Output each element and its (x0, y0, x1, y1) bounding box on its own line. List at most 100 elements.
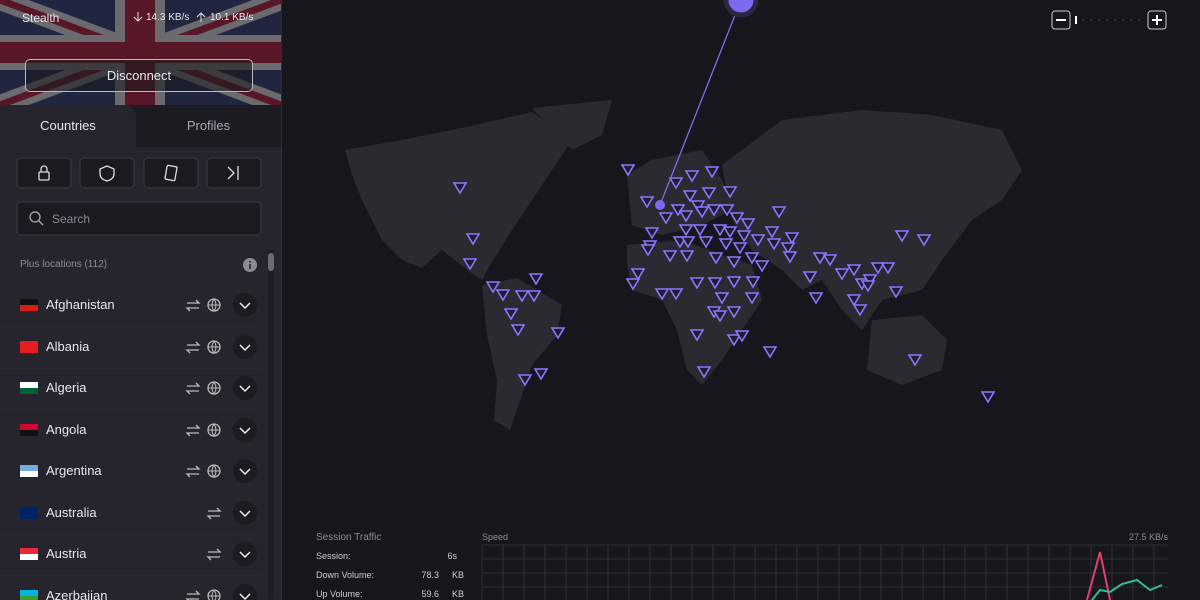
server-marker[interactable] (668, 177, 684, 190)
server-marker[interactable] (682, 190, 698, 203)
server-marker[interactable] (690, 200, 706, 213)
server-marker[interactable] (514, 290, 530, 303)
server-marker[interactable] (550, 327, 566, 340)
server-marker[interactable] (754, 260, 770, 273)
server-marker[interactable] (689, 277, 705, 290)
expand-button[interactable] (233, 459, 257, 483)
expand-button[interactable] (233, 542, 257, 566)
server-marker[interactable] (495, 289, 511, 302)
server-marker[interactable] (722, 226, 738, 239)
server-marker[interactable] (732, 242, 748, 255)
server-marker[interactable] (870, 262, 886, 275)
server-marker[interactable] (726, 256, 742, 269)
server-marker[interactable] (764, 226, 780, 239)
server-marker[interactable] (712, 224, 728, 237)
expand-button[interactable] (233, 500, 257, 525)
server-marker[interactable] (712, 310, 728, 323)
country-row[interactable]: Albania (0, 327, 262, 369)
country-row[interactable]: Algeria (0, 368, 262, 410)
server-marker[interactable] (862, 274, 878, 287)
server-marker[interactable] (846, 264, 862, 277)
server-marker[interactable] (740, 218, 756, 231)
filter-tor[interactable] (79, 157, 135, 189)
server-marker[interactable] (684, 170, 700, 183)
server-marker[interactable] (880, 262, 896, 275)
server-marker[interactable] (726, 334, 742, 347)
server-marker[interactable] (630, 268, 646, 281)
server-marker[interactable] (678, 210, 694, 223)
scroll-thumb[interactable] (268, 253, 274, 271)
country-row[interactable]: Azerbaijan (0, 576, 262, 600)
server-marker[interactable] (528, 273, 544, 286)
server-marker[interactable] (729, 212, 745, 225)
expand-button[interactable] (233, 293, 257, 317)
server-marker[interactable] (704, 166, 720, 179)
server-marker[interactable] (782, 251, 798, 264)
server-marker[interactable] (812, 252, 828, 265)
server-marker[interactable] (766, 238, 782, 251)
server-marker[interactable] (533, 368, 549, 381)
server-marker[interactable] (640, 244, 656, 257)
expand-button[interactable] (233, 334, 257, 359)
server-marker[interactable] (762, 346, 778, 359)
server-marker[interactable] (888, 286, 904, 299)
server-marker[interactable] (719, 204, 735, 217)
server-marker[interactable] (526, 290, 542, 303)
zoom-out[interactable] (1051, 10, 1071, 30)
filter-secure[interactable] (16, 157, 72, 189)
tab-profiles[interactable]: Profiles (186, 118, 231, 133)
server-marker[interactable] (736, 230, 752, 243)
server-marker[interactable] (485, 281, 501, 294)
server-marker[interactable] (771, 206, 787, 219)
server-marker[interactable] (701, 187, 717, 200)
server-marker[interactable] (802, 271, 818, 284)
server-marker[interactable] (718, 238, 734, 251)
country-row[interactable]: Australia (0, 493, 262, 535)
server-marker[interactable] (692, 224, 708, 237)
server-marker[interactable] (707, 277, 723, 290)
server-marker[interactable] (846, 294, 862, 307)
zoom-in[interactable] (1147, 10, 1167, 30)
server-marker[interactable] (780, 242, 796, 255)
server-marker[interactable] (726, 306, 742, 319)
server-marker[interactable] (894, 230, 910, 243)
server-marker[interactable] (708, 252, 724, 265)
country-row[interactable]: Austria (0, 534, 262, 576)
expand-button[interactable] (233, 417, 257, 442)
server-marker[interactable] (465, 233, 481, 246)
server-marker[interactable] (452, 182, 468, 195)
server-marker[interactable] (722, 186, 738, 199)
country-row[interactable]: Argentina (0, 451, 262, 493)
server-marker[interactable] (834, 268, 850, 281)
server-marker[interactable] (639, 196, 655, 209)
server-marker[interactable] (462, 258, 478, 271)
server-marker[interactable] (745, 276, 761, 289)
expand-button[interactable] (233, 583, 257, 600)
server-marker[interactable] (734, 330, 750, 343)
server-marker[interactable] (744, 252, 760, 265)
server-marker[interactable] (696, 366, 712, 379)
country-row[interactable]: Angola (0, 410, 262, 452)
server-marker[interactable] (907, 354, 923, 367)
info-icon[interactable] (242, 257, 258, 273)
home-node[interactable] (723, 0, 759, 18)
server-marker[interactable] (694, 206, 710, 219)
search-box[interactable] (16, 201, 262, 236)
server-marker[interactable] (680, 236, 696, 249)
server-marker[interactable] (706, 204, 722, 217)
server-marker[interactable] (744, 292, 760, 305)
filter-p2p[interactable] (143, 157, 199, 189)
server-marker[interactable] (654, 288, 670, 301)
server-marker[interactable] (679, 250, 695, 263)
server-marker[interactable] (980, 391, 996, 404)
server-marker[interactable] (808, 292, 824, 305)
server-marker[interactable] (916, 234, 932, 247)
server-marker[interactable] (510, 324, 526, 337)
server-marker[interactable] (670, 204, 686, 217)
server-marker[interactable] (644, 227, 660, 240)
server-marker[interactable] (517, 374, 533, 387)
server-marker[interactable] (503, 308, 519, 321)
server-marker[interactable] (668, 288, 684, 301)
server-marker[interactable] (689, 329, 705, 342)
country-row[interactable]: Afghanistan (0, 285, 262, 327)
